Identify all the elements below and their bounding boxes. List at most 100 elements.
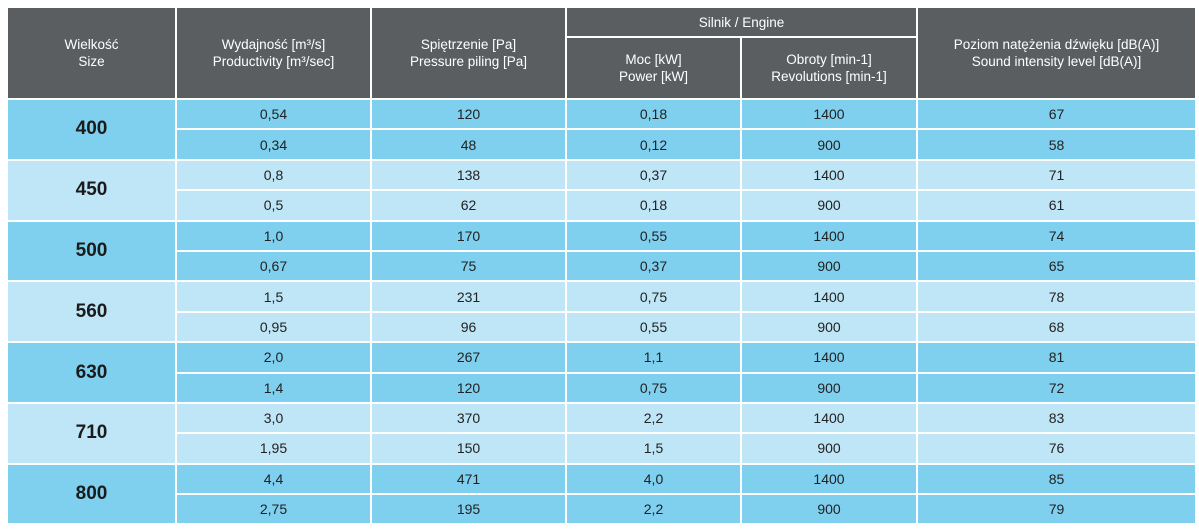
pressure-cell: 48 bbox=[370, 128, 567, 161]
table-row: 0,67 75 0,37 900 65 bbox=[7, 249, 1197, 283]
sound-cell: 65 bbox=[916, 249, 1197, 283]
size-cell: 710 bbox=[6, 401, 177, 465]
power-cell: 0,37 bbox=[565, 158, 742, 192]
sound-cell: 58 bbox=[916, 128, 1197, 161]
power-cell: 1,1 bbox=[565, 341, 742, 374]
productivity-cell: 0,67 bbox=[175, 249, 372, 283]
sound-cell: 79 bbox=[916, 493, 1197, 526]
sound-cell: 71 bbox=[916, 158, 1197, 192]
power-cell: 2,2 bbox=[565, 401, 742, 435]
power-cell: 2,2 bbox=[565, 493, 742, 526]
pressure-cell: 75 bbox=[370, 249, 567, 283]
pressure-cell: 62 bbox=[370, 189, 567, 222]
productivity-cell: 1,0 bbox=[175, 219, 372, 252]
revolutions-cell: 900 bbox=[740, 249, 918, 283]
pressure-cell: 231 bbox=[370, 280, 567, 313]
productivity-cell: 3,0 bbox=[175, 401, 372, 435]
pressure-cell: 120 bbox=[370, 97, 567, 131]
table-body: 400 0,54 120 0,18 1400 67 0,34 48 0,12 9… bbox=[6, 97, 1197, 526]
header-engine: Silnik / Engine bbox=[565, 6, 918, 38]
pressure-cell: 370 bbox=[370, 401, 567, 435]
revolutions-cell: 1400 bbox=[740, 158, 918, 192]
power-cell: 1,5 bbox=[565, 432, 742, 465]
sound-cell: 68 bbox=[916, 310, 1197, 344]
sound-cell: 83 bbox=[916, 401, 1197, 435]
sound-cell: 72 bbox=[916, 371, 1197, 404]
size-cell: 450 bbox=[6, 158, 177, 222]
pressure-cell: 195 bbox=[370, 493, 567, 526]
table-row: 400 0,54 120 0,18 1400 67 bbox=[6, 97, 1197, 161]
table-row: 450 0,8 138 0,37 1400 71 bbox=[6, 158, 1197, 222]
pressure-cell: 150 bbox=[370, 432, 567, 465]
revolutions-cell: 900 bbox=[740, 432, 918, 465]
size-cell: 800 bbox=[6, 462, 177, 526]
table-row: 1,4 120 0,75 900 72 bbox=[7, 371, 1197, 404]
header-sound: Poziom natężenia dźwięku [dB(A)] Sound i… bbox=[916, 6, 1197, 100]
revolutions-cell: 1400 bbox=[740, 341, 918, 374]
power-cell: 0,37 bbox=[565, 249, 742, 283]
productivity-cell: 4,4 bbox=[175, 462, 372, 496]
sound-cell: 74 bbox=[916, 219, 1197, 252]
table-row: 0,95 96 0,55 900 68 bbox=[7, 310, 1197, 344]
size-cell: 500 bbox=[6, 219, 177, 283]
productivity-cell: 0,95 bbox=[175, 310, 372, 344]
revolutions-cell: 1400 bbox=[740, 401, 918, 435]
size-cell: 400 bbox=[6, 98, 177, 161]
productivity-cell: 0,5 bbox=[175, 189, 372, 222]
table-header: Wielkość Size Wydajność [m³/s] Productiv… bbox=[6, 6, 1197, 100]
size-cell: 630 bbox=[6, 341, 177, 404]
productivity-cell: 2,75 bbox=[175, 493, 372, 526]
productivity-cell: 0,54 bbox=[175, 97, 372, 131]
revolutions-cell: 1400 bbox=[740, 280, 918, 313]
revolutions-cell: 1400 bbox=[740, 462, 918, 496]
productivity-cell: 1,5 bbox=[175, 280, 372, 313]
table-row: 1,95 150 1,5 900 76 bbox=[7, 432, 1197, 465]
sound-cell: 67 bbox=[916, 97, 1197, 131]
sound-cell: 85 bbox=[916, 462, 1197, 496]
productivity-cell: 0,8 bbox=[175, 158, 372, 192]
pressure-cell: 96 bbox=[370, 310, 567, 344]
pressure-cell: 471 bbox=[370, 462, 567, 496]
table-row: 560 1,5 231 0,75 1400 78 bbox=[6, 280, 1197, 344]
revolutions-cell: 900 bbox=[740, 371, 918, 404]
header-pressure: Spiętrzenie [Pa] Pressure piling [Pa] bbox=[370, 6, 567, 100]
table-row: 500 1,0 170 0,55 1400 74 bbox=[6, 219, 1197, 283]
sound-cell: 78 bbox=[916, 280, 1197, 313]
power-cell: 0,18 bbox=[565, 97, 742, 131]
productivity-cell: 0,34 bbox=[175, 128, 372, 161]
power-cell: 0,55 bbox=[565, 310, 742, 344]
header-power: Moc [kW] Power [kW] bbox=[565, 36, 742, 100]
revolutions-cell: 900 bbox=[740, 128, 918, 161]
productivity-cell: 1,95 bbox=[175, 432, 372, 465]
table-row: 710 3,0 370 2,2 1400 83 bbox=[6, 401, 1197, 465]
pressure-cell: 138 bbox=[370, 158, 567, 192]
productivity-cell: 2,0 bbox=[175, 341, 372, 374]
fan-specification-table: Wielkość Size Wydajność [m³/s] Productiv… bbox=[6, 6, 1197, 526]
pressure-cell: 170 bbox=[370, 219, 567, 252]
sound-cell: 76 bbox=[916, 432, 1197, 465]
revolutions-cell: 1400 bbox=[740, 219, 918, 252]
power-cell: 0,75 bbox=[565, 371, 742, 404]
size-cell: 560 bbox=[6, 280, 177, 344]
sound-cell: 81 bbox=[916, 341, 1197, 374]
revolutions-cell: 900 bbox=[740, 310, 918, 344]
header-size: Wielkość Size bbox=[6, 6, 177, 100]
table-row: 0,34 48 0,12 900 58 bbox=[7, 128, 1197, 161]
power-cell: 4,0 bbox=[565, 462, 742, 496]
table-row: 800 4,4 471 4,0 1400 85 bbox=[6, 462, 1197, 526]
revolutions-cell: 900 bbox=[740, 189, 918, 222]
power-cell: 0,55 bbox=[565, 219, 742, 252]
table-row: 0,5 62 0,18 900 61 bbox=[7, 189, 1197, 222]
pressure-cell: 267 bbox=[370, 341, 567, 374]
power-cell: 0,75 bbox=[565, 280, 742, 313]
power-cell: 0,12 bbox=[565, 128, 742, 161]
revolutions-cell: 900 bbox=[740, 493, 918, 526]
pressure-cell: 120 bbox=[370, 371, 567, 404]
power-cell: 0,18 bbox=[565, 189, 742, 222]
header-productivity: Wydajność [m³/s] Productivity [m³/sec] bbox=[175, 6, 372, 100]
sound-cell: 61 bbox=[916, 189, 1197, 222]
table-row: 2,75 195 2,2 900 79 bbox=[7, 493, 1197, 526]
revolutions-cell: 1400 bbox=[740, 97, 918, 131]
table-row: 630 2,0 267 1,1 1400 81 bbox=[6, 341, 1197, 404]
productivity-cell: 1,4 bbox=[175, 371, 372, 404]
